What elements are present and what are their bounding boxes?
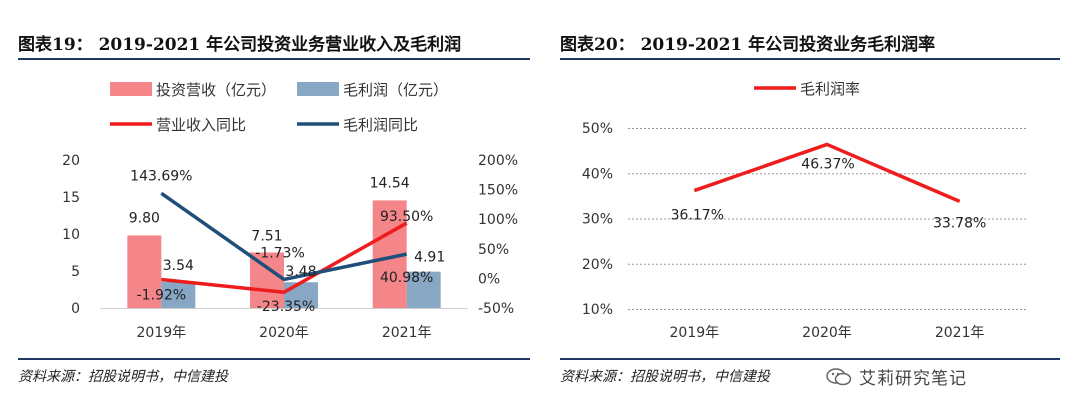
data-label-margin: 33.78% (933, 215, 986, 231)
y-right-tick-label: 200% (478, 153, 518, 169)
y-tick-label: 30% (582, 212, 613, 228)
wechat-icon (825, 367, 853, 387)
line-revenue-yoy (161, 221, 408, 294)
chart-title: 图表19： 2019-2021 年公司投资业务营业收入及毛利润 (18, 35, 462, 55)
x-tick-label: 2021年 (935, 325, 985, 341)
legend-label: 投资营收（亿元） (156, 81, 276, 99)
title-rule (18, 58, 530, 60)
data-label-revenue: 14.54 (370, 175, 410, 191)
chart-panel-revenue-profit: 图表19： 2019-2021 年公司投资业务营业收入及毛利润 0 5 10 15 20… (18, 35, 530, 385)
y-tick-label: 20% (582, 257, 613, 273)
line-margin (693, 142, 961, 204)
source-rule (18, 358, 530, 360)
y-right-tick-label: 50% (478, 242, 509, 258)
margin-chart: 10% 20% 30% 40% 50% 2019年 2020年 2021年 36.17% 46.3… (582, 80, 1026, 341)
y-left-tick-label: 0 (71, 301, 80, 317)
legend-label: 毛利润率 (800, 80, 860, 98)
bar-profit (284, 282, 318, 308)
source-rule (560, 358, 1060, 360)
revenue-profit-chart: 0 5 10 15 20 -50% 0% 50% 100% 150% 200% 2019年 2020年 2… (62, 81, 518, 341)
data-label-revenue-yoy: 93.50% (380, 209, 433, 225)
data-label-profit: 3.54 (163, 258, 194, 274)
y-left-tick-label: 5 (71, 264, 80, 280)
data-label-profit-yoy: 40.98% (380, 270, 433, 286)
line-profit-yoy (160, 191, 408, 282)
bar-profit (406, 271, 441, 308)
legend-swatch (110, 82, 152, 96)
data-label-profit-yoy: 143.69% (130, 168, 192, 184)
chart-panel-margin: 图表20： 2019-2021 年公司投资业务毛利润率 10% 20% 30% 40%… (540, 0, 1080, 414)
data-label-revenue: 9.80 (129, 210, 160, 226)
y-right-tick-label: 150% (478, 183, 518, 199)
y-tick-label: 10% (582, 302, 613, 318)
x-tick-label: 2021年 (382, 325, 432, 341)
x-tick-label: 2020年 (259, 325, 309, 341)
chart-source: 资料来源：招股说明书，中信建投 (18, 369, 228, 385)
data-label-profit: 4.91 (414, 250, 445, 266)
data-label-revenue-yoy: -1.92% (137, 288, 187, 304)
y-right-tick-label: 100% (478, 212, 518, 228)
x-tick-label: 2019年 (137, 325, 187, 341)
y-left-tick-label: 15 (62, 190, 80, 206)
legend-swatch (297, 82, 339, 96)
bar-profit (161, 281, 196, 308)
data-label-revenue: 7.51 (251, 228, 282, 244)
watermark-text: 艾莉研究笔记 (859, 369, 967, 389)
legend-label: 毛利润同比 (343, 116, 418, 134)
y-tick-label: 50% (582, 121, 613, 137)
data-label-margin: 36.17% (671, 208, 724, 224)
legend-label: 营业收入同比 (156, 116, 246, 134)
data-label-profit: 3.48 (285, 264, 316, 280)
y-left-tick-label: 10 (62, 227, 80, 243)
x-tick-label: 2020年 (802, 325, 852, 341)
data-label-profit-yoy: -1.73% (255, 245, 305, 261)
data-label-revenue-yoy: -23.35% (257, 299, 315, 315)
data-label-margin: 46.37% (801, 156, 854, 172)
title-rule (560, 58, 1060, 60)
watermark: 艾莉研究笔记 (825, 364, 967, 389)
legend-label: 毛利润（亿元） (343, 81, 448, 99)
chart-title: 图表20： 2019-2021 年公司投资业务毛利润率 (560, 35, 936, 55)
chart-source: 资料来源：招股说明书，中信建投 (560, 369, 770, 385)
y-tick-label: 40% (582, 166, 613, 182)
y-right-tick-label: 0% (478, 271, 500, 287)
bar-revenue (127, 235, 162, 308)
y-left-tick-label: 20 (62, 153, 80, 169)
bar-revenue (250, 252, 284, 308)
x-tick-label: 2019年 (670, 325, 720, 341)
y-right-tick-label: -50% (478, 301, 514, 317)
